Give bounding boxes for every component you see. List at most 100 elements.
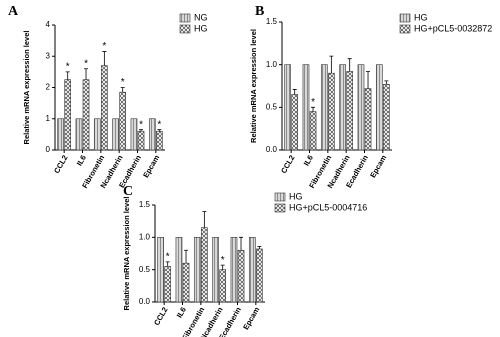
y-tick-label: 2 <box>46 83 51 92</box>
legend-label: HG+pCL5-0004716 <box>289 202 367 212</box>
y-tick-label: 1 <box>46 114 51 123</box>
bar <box>119 91 127 151</box>
x-tick-label: Epcam <box>368 153 388 179</box>
bar <box>101 65 108 151</box>
error-bar <box>184 249 189 264</box>
bar <box>230 237 238 303</box>
bar <box>137 130 145 151</box>
y-tick-label: 3 <box>46 51 51 60</box>
bar <box>75 118 83 151</box>
y-tick-label: 1.0 <box>266 60 278 69</box>
error-bar <box>202 211 207 228</box>
error-bar <box>157 129 162 132</box>
legend-swatch <box>399 13 411 23</box>
bar <box>164 266 172 303</box>
significance: * <box>139 119 143 130</box>
error-bar <box>139 129 144 132</box>
error-bar <box>220 264 225 270</box>
significance: * <box>102 41 106 52</box>
bar <box>309 111 317 151</box>
bar <box>383 83 390 151</box>
significance: * <box>84 58 88 69</box>
error-bar <box>329 55 334 74</box>
bar <box>302 64 310 151</box>
error-bar <box>239 236 244 251</box>
error-bar <box>84 68 89 80</box>
legend-swatch <box>179 24 191 34</box>
y-tick-label: 0.0 <box>139 297 151 306</box>
error-bar <box>384 80 389 85</box>
bar <box>291 94 299 151</box>
x-tick-label: IL6 <box>175 305 188 319</box>
legend-label: HG <box>194 23 208 33</box>
error-bar <box>366 71 371 89</box>
error-bar <box>347 58 352 72</box>
bar <box>93 118 101 151</box>
bar <box>130 118 138 151</box>
bar <box>175 237 183 303</box>
panel-label: B <box>255 4 264 19</box>
bar <box>112 118 119 151</box>
bar <box>57 118 64 151</box>
bar <box>157 237 164 303</box>
bar <box>182 262 190 303</box>
significance: * <box>166 252 170 263</box>
bar <box>193 237 201 303</box>
x-tick-label: Epcam <box>141 153 161 179</box>
bar <box>339 64 346 151</box>
bar <box>346 71 354 151</box>
panel-label: A <box>8 4 19 19</box>
legend-swatch <box>399 24 411 34</box>
bar <box>64 79 72 151</box>
error-bar <box>120 87 125 93</box>
legend-label: HG+pCL5-0032872 <box>414 23 492 33</box>
significance: * <box>311 97 315 108</box>
x-tick-label: IL6 <box>75 153 88 167</box>
bar <box>328 72 335 151</box>
legend-swatch <box>179 13 191 23</box>
y-axis-label: Relative mRNA expression level <box>122 197 131 311</box>
x-tick-label: CCL2 <box>152 305 170 326</box>
bar <box>156 130 163 151</box>
legend-label: NG <box>194 12 208 22</box>
y-tick-label: 0.0 <box>266 145 278 154</box>
bar <box>375 64 383 151</box>
y-tick-label: 1.5 <box>139 200 151 209</box>
y-tick-label: 4 <box>46 20 51 29</box>
bar <box>248 237 256 303</box>
significance: * <box>157 119 161 130</box>
bar <box>364 88 372 151</box>
bar <box>284 64 291 151</box>
x-tick-label: CCL2 <box>279 153 297 174</box>
y-tick-label: 0.5 <box>266 102 278 111</box>
bar <box>82 79 90 151</box>
y-axis-label: Relative mRNA expression level <box>22 31 31 145</box>
y-tick-label: 0.5 <box>139 265 151 274</box>
bar <box>320 64 328 151</box>
y-tick-label: 1.5 <box>266 17 278 26</box>
error-bar <box>165 261 170 267</box>
x-tick-label: Epcam <box>241 305 261 331</box>
y-tick-label: 1.0 <box>139 232 151 241</box>
legend-swatch <box>274 192 286 202</box>
error-bar <box>257 245 262 249</box>
significance: * <box>121 77 125 88</box>
x-tick-label: CCL2 <box>52 153 70 174</box>
bar <box>256 248 263 303</box>
bar <box>237 249 245 303</box>
significance: * <box>66 62 70 73</box>
bar <box>212 237 219 303</box>
bar <box>357 64 365 151</box>
legend-swatch <box>274 203 286 213</box>
bar <box>148 118 156 151</box>
significance: * <box>221 255 225 266</box>
y-axis-label: Relative mRNA expression level <box>249 29 258 143</box>
x-tick-label: IL6 <box>302 153 315 167</box>
y-tick-label: 0 <box>46 145 51 154</box>
panel-label: C <box>123 184 133 199</box>
legend-label: HG <box>414 12 428 22</box>
error-bar <box>65 71 70 80</box>
error-bar <box>311 106 316 112</box>
error-bar <box>292 89 297 95</box>
